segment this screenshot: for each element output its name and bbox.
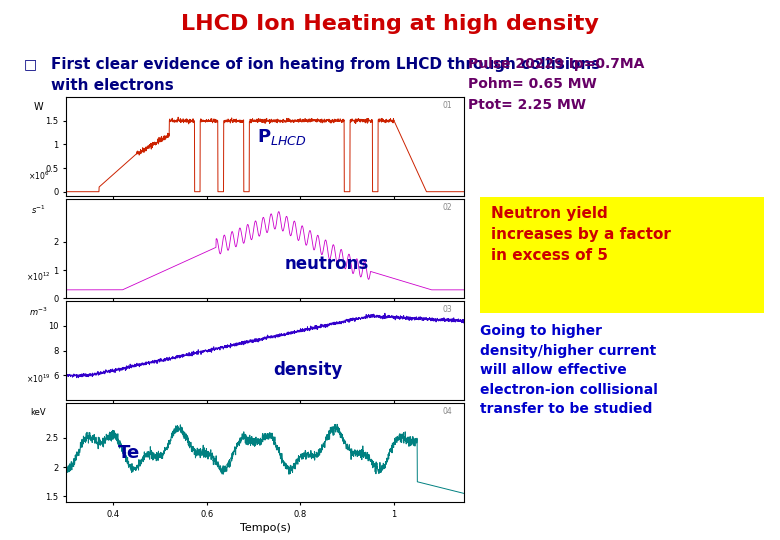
Text: $m^{-3}$: $m^{-3}$ — [29, 306, 48, 319]
Text: Neutron yield
increases by a factor
in excess of 5: Neutron yield increases by a factor in e… — [491, 206, 671, 264]
Text: with electrons: with electrons — [51, 78, 173, 93]
Text: 02: 02 — [442, 203, 452, 212]
Text: $\times10^6$: $\times10^6$ — [28, 169, 49, 181]
Text: $s^{-1}$: $s^{-1}$ — [31, 204, 46, 217]
Text: neutrons: neutrons — [285, 254, 370, 273]
Text: First clear evidence of ion heating from LHCD through collisions: First clear evidence of ion heating from… — [51, 57, 600, 72]
Text: 01: 01 — [442, 101, 452, 110]
Text: $\mathbf{P}_{LHCD}$: $\mathbf{P}_{LHCD}$ — [257, 127, 307, 147]
Text: 04: 04 — [442, 407, 452, 416]
Text: density: density — [273, 361, 342, 380]
Text: Te: Te — [118, 443, 140, 462]
Text: $\times10^{19}$: $\times10^{19}$ — [27, 373, 51, 386]
Text: Going to higher
density/higher current
will allow effective
electron-ion collisi: Going to higher density/higher current w… — [480, 324, 658, 416]
Text: keV: keV — [30, 408, 46, 417]
Text: $\times10^{12}$: $\times10^{12}$ — [27, 271, 51, 284]
Text: W: W — [34, 102, 43, 112]
Text: LHCD Ion Heating at high density: LHCD Ion Heating at high density — [181, 14, 599, 33]
X-axis label: Tempo(s): Tempo(s) — [239, 523, 291, 533]
Text: □: □ — [23, 57, 37, 71]
Text: Pulse 20229 Ip=0.7MA
Pohm= 0.65 MW
Ptot= 2.25 MW: Pulse 20229 Ip=0.7MA Pohm= 0.65 MW Ptot=… — [468, 57, 644, 112]
Text: 03: 03 — [442, 305, 452, 314]
